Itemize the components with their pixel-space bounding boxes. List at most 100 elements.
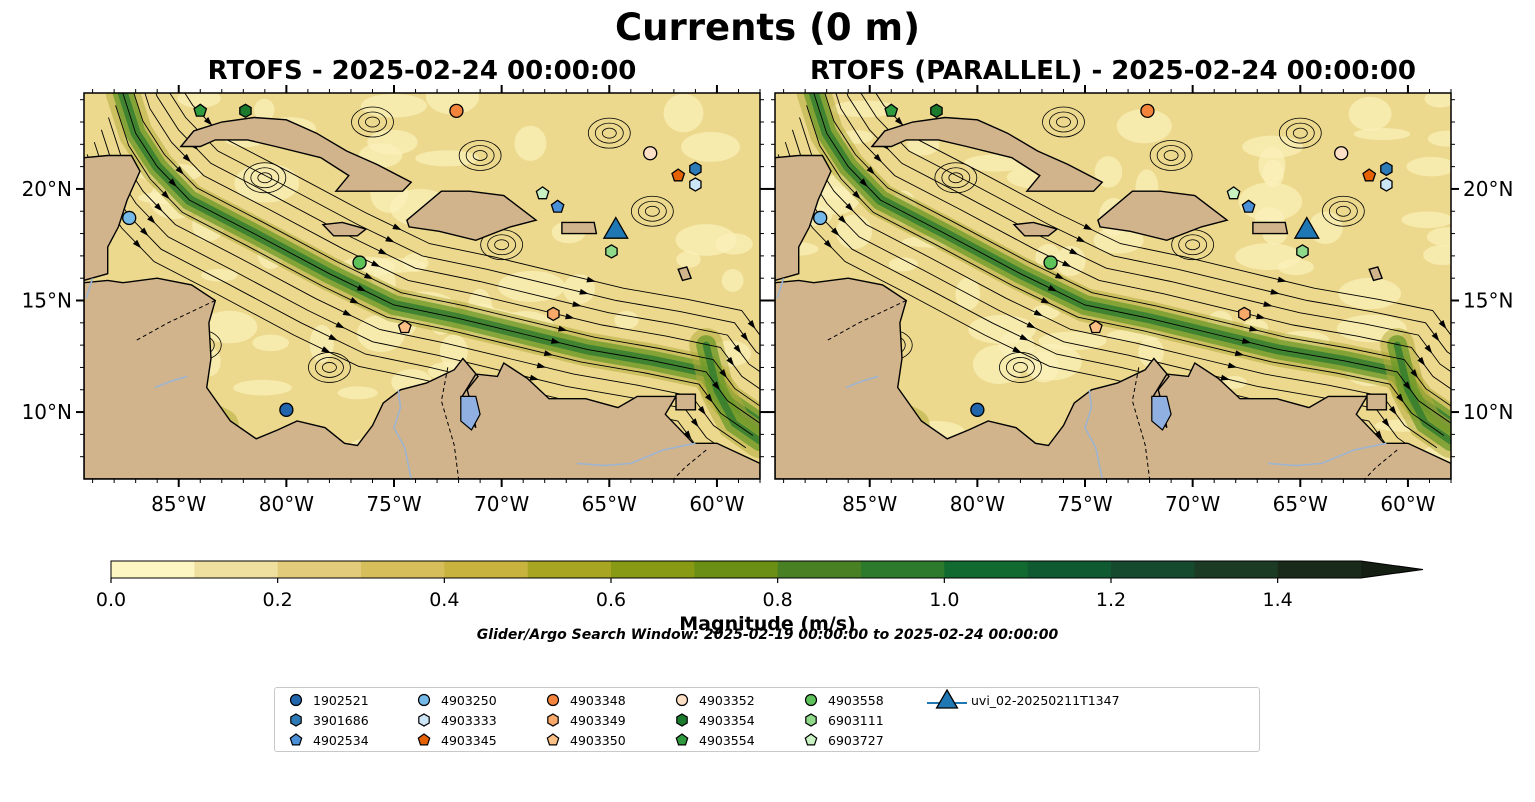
legend-label: 1902521 [313,692,369,708]
colorbar-tick-label: 1.0 [929,589,959,611]
float-marker-4903350[interactable] [1088,319,1103,334]
legend-item-6903111: 6903111 [798,710,884,730]
glider-marker[interactable] [1293,216,1320,239]
float-marker-4902534[interactable] [1241,199,1256,213]
float-marker-4903348[interactable] [449,103,464,118]
float-marker-4903558[interactable] [352,255,367,270]
land-cuba [179,116,413,192]
float-marker-4903352[interactable] [643,146,658,161]
float-marker-4903350[interactable] [397,319,412,334]
legend-label: 4903558 [828,692,884,708]
float-markers [122,103,702,417]
colorbar-label: Magnitude (m/s) [679,613,856,635]
legend-item-3901686: 3901686 [283,710,369,730]
float-marker-4903250[interactable] [122,210,137,226]
land-jamaica [1012,221,1059,237]
colorbar-segment [111,561,195,578]
colorbar-tick-label: 1.4 [1263,589,1293,611]
lon-tick-label: 85°W [842,492,897,516]
land-yucatan [775,154,832,282]
float-marker-4903354[interactable] [239,103,252,119]
land-jamaica [321,221,368,237]
pentagon-marker-icon [669,730,695,750]
lon-tick-label: 85°W [151,492,206,516]
float-marker-4903554[interactable] [884,103,899,117]
float-marker-6903111[interactable] [1296,244,1309,259]
legend-item-glider: uvi_02-20250211T1347 [927,687,1120,713]
float-marker-6903727[interactable] [1226,186,1241,200]
pentagon-marker-icon [283,730,309,750]
legend-label: 3901686 [313,712,369,728]
float-marker-4903333[interactable] [1380,177,1393,192]
hexagon-marker-icon [798,710,824,730]
legend-item-4903350: 4903350 [540,730,626,750]
circle-marker-icon [411,690,437,710]
lon-tick-label: 65°W [582,492,637,516]
float-marker-4903558[interactable] [1043,255,1058,270]
colorbar-segment [527,561,612,578]
hexagon-marker-icon [283,710,309,730]
colorbar-segment [611,561,695,578]
legend-item-4903354: 4903354 [669,710,755,730]
lake-maracaibo [460,395,481,431]
colorbar-segment [277,561,362,578]
float-marker-3901686[interactable] [689,161,702,177]
legend-label: 4902534 [313,732,369,748]
float-marker-1902521[interactable] [279,402,294,417]
hexagon-marker-icon [669,710,695,730]
float-marker-4903354[interactable] [930,103,943,119]
pentagon-marker-icon [798,730,824,750]
lat-tick-label: 15°N [22,289,72,313]
lon-tick-label: 60°W [689,492,744,516]
float-marker-4902534[interactable] [550,199,565,213]
figure-title: Currents (0 m) [614,6,920,49]
legend-item-4903333: 4903333 [411,710,497,730]
land-cuba [870,116,1104,192]
float-marker-3901686[interactable] [1380,161,1393,177]
float-marker-4903345[interactable] [671,168,686,182]
float-marker-4903352[interactable] [1334,146,1349,161]
legend-label: 6903727 [828,732,884,748]
float-marker-4903333[interactable] [689,177,702,192]
colorbar-segment [361,561,445,578]
map-panel-rtofs-parallel[interactable]: 85°W 80°W 75°W 70°W 65°W 60°W 10°N 15°N 20°N [767,32,1513,516]
legend-label: 6903111 [828,712,884,728]
float-marker-4903349[interactable] [547,306,560,322]
legend-label: 4903333 [441,712,497,728]
map-frame [83,92,761,480]
float-marker-6903111[interactable] [605,244,618,259]
lat-tick-label: 10°N [22,400,72,424]
colorbar-segment [1027,561,1112,578]
colorbar-segment [861,561,945,578]
float-marker-6903727[interactable] [535,186,550,200]
glider-marker[interactable] [602,216,629,239]
lat-tick-label: 15°N [1463,289,1513,313]
land-hispaniola [406,190,538,242]
land-puertorico [1252,221,1289,235]
float-marker-4903250[interactable] [813,210,828,226]
float-marker-4903348[interactable] [1140,103,1155,118]
search-window-note: Glider/Argo Search Window: 2025-02-19 00… [476,627,1059,643]
colorbar: 0.0 0.2 0.4 0.6 0.8 1.0 1.2 1.4 [96,560,1424,611]
triangle-marker-icon [927,687,967,713]
colorbar-segment [1111,561,1195,578]
legend: 1902521 3901686 4902534 4903250 4903333 49033… [274,687,1260,752]
lon-tick-label: 60°W [1380,492,1435,516]
float-marker-4903345[interactable] [1362,168,1377,182]
lon-tick-label: 70°W [474,492,529,516]
map-panel-rtofs[interactable]: 85°W 80°W 75°W 70°W 65°W 60°W 10°N 15°N 20°N [22,32,796,516]
colorbar-tick-label: 0.4 [429,589,459,611]
hexagon-marker-icon [540,710,566,730]
legend-label: 4903354 [699,712,755,728]
float-marker-1902521[interactable] [970,402,985,417]
colorbar-tick-label: 0.0 [96,589,126,611]
float-marker-4903554[interactable] [193,103,208,117]
circle-marker-icon [798,690,824,710]
legend-label: 4903554 [699,732,755,748]
land [84,116,760,479]
lon-tick-label: 65°W [1273,492,1328,516]
panel-title-rtofs-parallel: RTOFS (PARALLEL) - 2025-02-24 00:00:00 [810,56,1416,86]
circle-marker-icon [540,690,566,710]
float-marker-4903349[interactable] [1238,306,1251,322]
